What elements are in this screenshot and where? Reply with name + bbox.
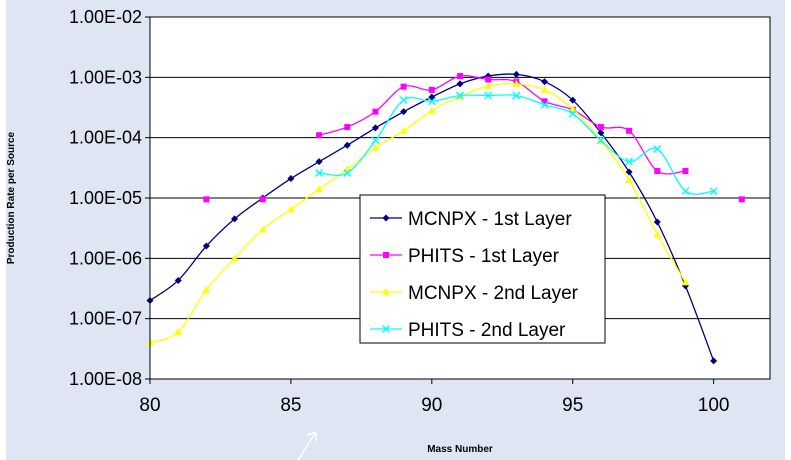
data-point <box>653 218 661 226</box>
data-point <box>372 108 379 115</box>
data-point <box>287 205 295 213</box>
data-point <box>316 132 323 139</box>
data-point <box>428 86 435 93</box>
data-point <box>382 325 390 333</box>
data-point <box>382 214 390 222</box>
data-point <box>597 124 604 131</box>
y-tick-label: 1.00E-07 <box>69 309 142 329</box>
legend-label: MCNPX - 1st Layer <box>408 209 572 230</box>
data-point <box>371 136 380 145</box>
tick-labels: 1.00E-02 1.00E-03 1.00E-04 1.00E-05 1.00E-06… <box>69 7 730 416</box>
data-point <box>258 225 267 233</box>
x-tick-label: 85 <box>280 395 301 416</box>
data-point <box>457 73 463 80</box>
data-point <box>202 285 211 293</box>
data-point <box>709 187 718 196</box>
data-point <box>371 143 380 151</box>
x-tick-label: 95 <box>562 395 583 416</box>
annotations <box>297 431 317 460</box>
data-point <box>485 76 492 83</box>
data-point <box>174 328 182 336</box>
data-point <box>541 78 549 86</box>
y-tick-label: 1.00E-03 <box>69 67 142 87</box>
data-point <box>625 175 633 183</box>
data-point <box>230 254 239 262</box>
data-point <box>738 196 745 203</box>
data-point <box>512 70 520 78</box>
data-point <box>174 276 182 284</box>
x-tick-label: 80 <box>139 395 160 416</box>
data-point <box>344 124 351 131</box>
data-point <box>371 124 379 132</box>
data-point <box>540 100 549 109</box>
legend-label: PHITS - 2nd Layer <box>408 320 566 341</box>
data-point <box>399 126 408 134</box>
data-point <box>484 91 493 100</box>
data-point <box>456 80 464 88</box>
data-point <box>428 106 436 114</box>
data-point <box>343 168 352 177</box>
data-point <box>400 83 407 90</box>
legend-box <box>359 194 606 344</box>
data-point <box>654 168 661 175</box>
data-point <box>653 230 662 238</box>
y-tick-label: 1.00E-06 <box>69 248 142 268</box>
pointer-arrow <box>297 431 317 460</box>
data-point <box>484 81 492 89</box>
data-point <box>569 96 577 104</box>
data-point <box>315 185 323 193</box>
data-point <box>383 252 389 258</box>
data-point <box>315 158 323 166</box>
data-point <box>626 127 633 134</box>
legend-label: PHITS - 1st Layer <box>408 246 560 267</box>
data-point <box>512 91 521 100</box>
legend: MCNPX - 1st Layer PHITS - 1st Layer MCNPX … <box>359 194 606 344</box>
data-point <box>710 357 718 365</box>
data-point <box>427 97 436 106</box>
legend-label: MCNPX - 2nd Layer <box>408 283 579 304</box>
data-point <box>259 196 266 203</box>
data-point <box>456 91 464 100</box>
x-axis-title: Mass Number <box>427 444 493 455</box>
data-point <box>568 104 577 112</box>
data-point <box>596 136 605 145</box>
data-point <box>653 144 662 153</box>
data-point <box>625 168 633 176</box>
y-tick-label: 1.00E-05 <box>69 188 142 208</box>
data-point <box>202 242 210 250</box>
data-point <box>568 109 577 118</box>
data-point <box>231 215 239 223</box>
data-point <box>682 168 689 175</box>
series-3 <box>315 91 718 196</box>
pointer-arrowhead <box>306 431 317 441</box>
data-point <box>343 141 351 149</box>
data-point <box>203 196 210 203</box>
y-tick-label: 1.00E-04 <box>69 128 142 148</box>
data-point <box>512 79 521 87</box>
series-layer <box>146 70 745 365</box>
y-axis-title: Production Rate per Source <box>6 131 17 264</box>
data-point <box>540 85 549 93</box>
data-point <box>681 187 690 196</box>
data-point <box>597 129 605 137</box>
x-tick-label: 100 <box>698 395 730 416</box>
y-tick-label: 1.00E-02 <box>69 7 142 27</box>
data-point <box>315 168 324 177</box>
data-point <box>399 96 408 105</box>
data-point <box>287 175 295 183</box>
x-tick-label: 90 <box>421 395 442 416</box>
data-point <box>382 288 390 295</box>
y-tick-label: 1.00E-08 <box>69 369 142 389</box>
data-point <box>400 108 408 116</box>
data-point <box>681 278 690 286</box>
data-point <box>625 157 634 166</box>
data-point <box>541 98 548 105</box>
